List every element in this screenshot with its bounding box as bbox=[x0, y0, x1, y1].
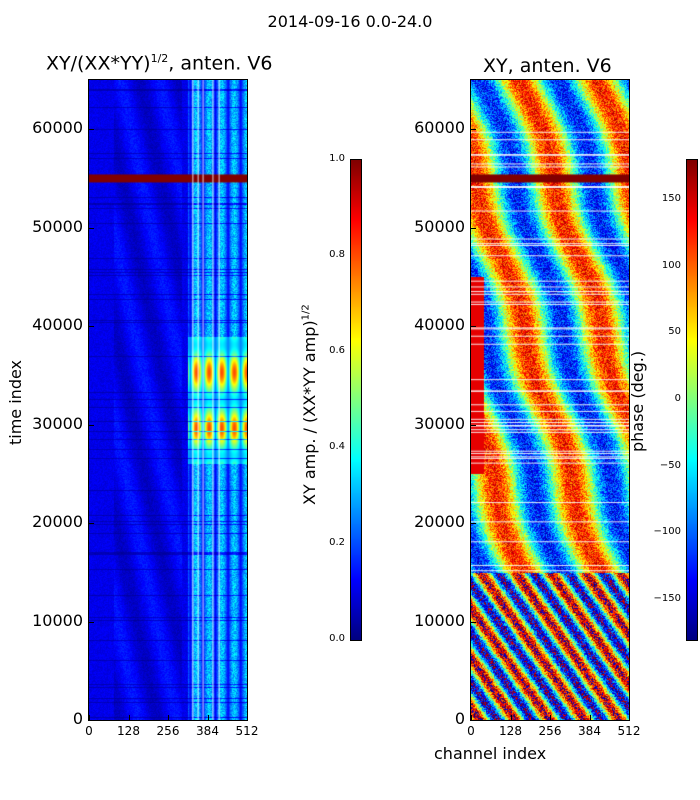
amp-plot-title: XY/(XX*YY)1/2, anten. V6 bbox=[46, 52, 272, 74]
amp-colorbar-tick-label: 0.8 bbox=[329, 249, 345, 260]
amp-colorbar-tick-label: 1.0 bbox=[329, 153, 345, 164]
x-tick-mark bbox=[471, 715, 472, 720]
amp-colorbar-label-prefix: XY amp. / (XX*YY amp) bbox=[300, 320, 319, 505]
y-tick-mark bbox=[89, 621, 94, 623]
phase-colorbar-tick-label: 100 bbox=[661, 259, 681, 271]
y-tick-label: 20000 bbox=[414, 512, 465, 532]
y-tick-label: 50000 bbox=[414, 216, 465, 236]
y-tick-mark bbox=[89, 227, 94, 229]
x-tick-label: 512 bbox=[617, 724, 641, 738]
x-tick-mark bbox=[550, 715, 551, 720]
y-tick-mark bbox=[471, 621, 476, 623]
y-tick-mark bbox=[471, 129, 476, 131]
channel-index-label: channel index bbox=[434, 744, 547, 763]
phase-colorbar-tick-label: −100 bbox=[653, 526, 681, 538]
y-tick-mark bbox=[89, 129, 94, 131]
y-tick-label: 0 bbox=[72, 709, 83, 728]
amp-title-prefix: XY/(XX*YY) bbox=[46, 52, 151, 75]
amp-heatmap bbox=[89, 80, 247, 720]
x-tick-label: 0 bbox=[467, 724, 475, 738]
y-tick-mark bbox=[471, 326, 476, 328]
y-tick-label: 30000 bbox=[32, 413, 83, 433]
phase-plot-frame bbox=[470, 79, 630, 721]
amp-colorbar-tick-label: 0.2 bbox=[329, 537, 345, 548]
x-tick-label: 384 bbox=[196, 724, 219, 738]
y-tick-mark bbox=[89, 326, 94, 328]
y-tick-mark bbox=[89, 523, 94, 525]
y-tick-mark bbox=[471, 720, 476, 721]
x-tick-label: 128 bbox=[499, 724, 522, 738]
x-tick-label: 256 bbox=[538, 724, 562, 738]
y-tick-mark bbox=[89, 424, 94, 426]
x-tick-mark bbox=[89, 715, 90, 720]
y-tick-mark bbox=[471, 523, 476, 525]
phase-colorbar-tick-label: −50 bbox=[659, 459, 681, 471]
y-tick-label: 40000 bbox=[32, 315, 83, 335]
phase-colorbar-tick-label: 150 bbox=[661, 193, 681, 204]
x-tick-mark bbox=[629, 715, 630, 720]
amp-plot-frame bbox=[88, 79, 248, 721]
x-tick-label: 128 bbox=[117, 724, 140, 738]
x-tick-mark bbox=[589, 715, 591, 720]
phase-colorbar-label: phase (deg.) bbox=[628, 350, 647, 452]
x-tick-label: 256 bbox=[156, 724, 180, 738]
amp-title-suffix: , anten. V6 bbox=[168, 52, 273, 75]
y-tick-label: 10000 bbox=[414, 610, 465, 630]
y-tick-mark bbox=[89, 720, 94, 721]
phase-colorbar-tick-label: 50 bbox=[668, 326, 681, 338]
x-tick-mark bbox=[510, 715, 512, 720]
phase-colorbar bbox=[687, 160, 697, 640]
y-tick-label: 40000 bbox=[414, 315, 465, 335]
x-tick-label: 384 bbox=[578, 724, 601, 738]
amp-colorbar-tick-label: 0.6 bbox=[329, 345, 345, 356]
amp-colorbar-tick-label: 0.0 bbox=[329, 633, 345, 644]
phase-colorbar-frame bbox=[686, 159, 698, 641]
figure-title: 2014-09-16 0.0-24.0 bbox=[267, 12, 433, 31]
y-tick-mark bbox=[471, 424, 476, 426]
y-tick-label: 60000 bbox=[414, 118, 465, 138]
phase-colorbar-tick-label: −150 bbox=[653, 593, 681, 604]
amp-colorbar bbox=[351, 160, 361, 640]
y-tick-label: 60000 bbox=[32, 118, 83, 138]
y-tick-label: 10000 bbox=[32, 610, 83, 630]
y-tick-mark bbox=[471, 227, 476, 229]
amp-colorbar-label: XY amp. / (XX*YY amp)1/2 bbox=[300, 304, 319, 505]
time-index-label: time index bbox=[6, 359, 25, 445]
x-tick-mark bbox=[247, 715, 248, 720]
y-tick-label: 30000 bbox=[414, 413, 465, 433]
amp-colorbar-tick-label: 0.4 bbox=[329, 441, 345, 452]
x-tick-label: 512 bbox=[235, 724, 259, 738]
amp-colorbar-frame bbox=[350, 159, 362, 641]
y-tick-label: 50000 bbox=[32, 216, 83, 236]
phase-heatmap bbox=[471, 80, 629, 720]
y-tick-label: 0 bbox=[454, 709, 465, 728]
x-tick-mark bbox=[168, 715, 169, 720]
y-tick-label: 20000 bbox=[32, 512, 83, 532]
amp-title-exponent: 1/2 bbox=[150, 52, 169, 65]
x-tick-mark bbox=[128, 715, 130, 720]
amp-colorbar-label-exponent: 1/2 bbox=[300, 304, 312, 321]
x-tick-mark bbox=[207, 715, 209, 720]
x-tick-label: 0 bbox=[85, 724, 93, 738]
phase-colorbar-tick-label: 0 bbox=[674, 393, 681, 404]
phase-plot-title: XY, anten. V6 bbox=[483, 55, 612, 77]
